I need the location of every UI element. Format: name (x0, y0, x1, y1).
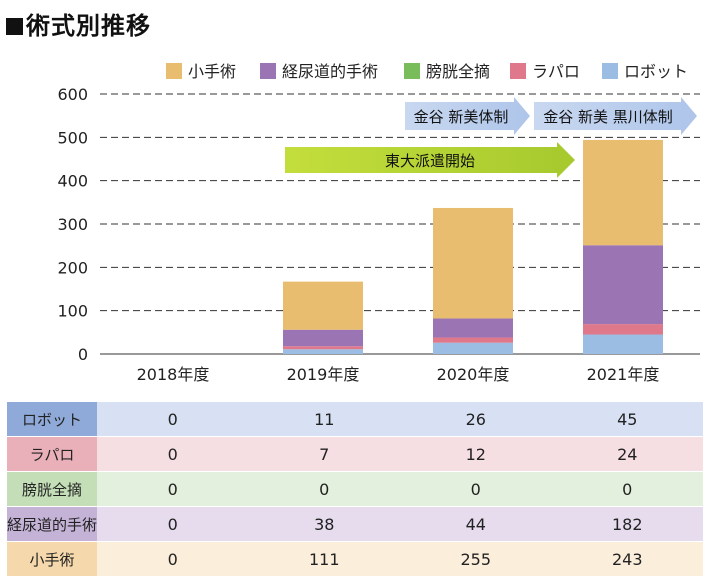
table-row-header: 経尿道的手術 (7, 506, 97, 542)
table-cell: 7 (248, 436, 400, 472)
legend-label: ラパロ (532, 62, 580, 81)
table-cell: 243 (551, 541, 703, 577)
x-tick-label: 2021年度 (587, 365, 660, 384)
y-tick-label: 100 (57, 302, 88, 321)
table-cell: 182 (551, 506, 703, 542)
legend-label: 小手術 (188, 62, 236, 81)
table-row: 経尿道的手術 0 38 44 182 (7, 506, 703, 542)
table-row-header: ラパロ (7, 436, 97, 472)
bar-segment (433, 207, 513, 319)
annotation-label: 東大派遣開始 (385, 152, 475, 170)
legend-swatch (166, 63, 182, 79)
table-cell: 38 (248, 506, 400, 542)
table-cell: 26 (400, 402, 552, 437)
bar-segment (283, 349, 363, 354)
y-tick-label: 600 (57, 85, 88, 104)
table-cell: 44 (400, 506, 552, 542)
title-square-icon (6, 18, 23, 35)
bar-segment (283, 281, 363, 330)
legend-swatch (602, 63, 618, 79)
table-row: 膀胱全摘 0 0 0 0 (7, 471, 703, 507)
annotation-label: 金谷 新美体制 (414, 108, 509, 126)
annotations: 東大派遣開始 金谷 新美体制 金谷 新美 黒川体制 (285, 97, 697, 178)
annotation-arrow (534, 97, 697, 135)
bar-segment (283, 346, 363, 350)
y-tick-label: 300 (57, 215, 88, 234)
table-cell: 0 (551, 471, 703, 507)
bars (283, 139, 663, 354)
x-tick-label: 2018年度 (137, 365, 210, 384)
stacked-bar-chart: 小手術 経尿道的手術 膀胱全摘 ラパロ ロボット 0 100 200 300 400 500 600… (57, 62, 700, 384)
table-cell: 0 (97, 471, 249, 507)
table-cell: 12 (400, 436, 552, 472)
chart-title: 術式別推移 (6, 6, 151, 41)
table-cell: 0 (248, 471, 400, 507)
y-axis: 0 100 200 300 400 500 600 (57, 85, 88, 364)
bar-segment (583, 245, 663, 325)
legend-label: 経尿道的手術 (282, 62, 378, 81)
table-cell: 24 (551, 436, 703, 472)
table-row: ラパロ 0 7 12 24 (7, 436, 703, 472)
table-cell: 0 (97, 402, 249, 437)
y-tick-label: 400 (57, 172, 88, 191)
data-table: ロボット 0 11 26 45 ラパロ 0 7 12 24 膀胱全摘 0 0 0 0 経尿道的手術 0 38 44 1… (7, 402, 703, 577)
table-row-header: 小手術 (7, 541, 97, 577)
table-row: 小手術 0 111 255 243 (7, 541, 703, 577)
table-cell: 255 (400, 541, 552, 577)
table-cell: 0 (97, 541, 249, 577)
y-tick-label: 0 (78, 345, 88, 364)
table-cell: 111 (248, 541, 400, 577)
y-tick-label: 200 (57, 258, 88, 277)
x-tick-label: 2019年度 (287, 365, 360, 384)
annotation-label: 金谷 新美 黒川体制 (543, 108, 673, 126)
bar-segment (283, 329, 363, 347)
table-cell: 0 (400, 471, 552, 507)
chart-title-text: 術式別推移 (26, 12, 151, 40)
legend-swatch (510, 63, 526, 79)
bar-segment (433, 337, 513, 343)
table-cell: 45 (551, 402, 703, 437)
table-cell: 0 (97, 506, 249, 542)
annotation-arrow (285, 142, 575, 178)
table-row-header: 膀胱全摘 (7, 471, 97, 507)
legend-swatch (260, 63, 276, 79)
table-cell: 0 (97, 436, 249, 472)
legend: 小手術 経尿道的手術 膀胱全摘 ラパロ ロボット (166, 62, 688, 81)
table-cell: 11 (248, 402, 400, 437)
bar-segment (433, 342, 513, 354)
x-tick-label: 2020年度 (437, 365, 510, 384)
bar-segment (433, 318, 513, 338)
bar-segment (583, 139, 663, 246)
y-tick-label: 500 (57, 128, 88, 147)
legend-label: ロボット (624, 62, 688, 81)
x-axis: 2018年度 2019年度 2020年度 2021年度 (137, 365, 660, 384)
bar-segment (583, 334, 663, 354)
table-row-header: ロボット (7, 402, 97, 437)
bar-segment (583, 324, 663, 335)
legend-label: 膀胱全摘 (426, 62, 490, 81)
legend-swatch (404, 63, 420, 79)
table-row: ロボット 0 11 26 45 (7, 402, 703, 437)
annotation-arrow (405, 97, 530, 135)
